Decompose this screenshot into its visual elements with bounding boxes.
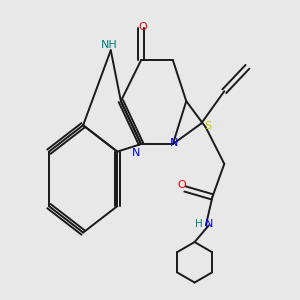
Text: N: N <box>205 219 213 229</box>
Text: H: H <box>196 219 203 229</box>
Text: N: N <box>131 148 140 158</box>
Text: NH: NH <box>101 40 118 50</box>
Text: O: O <box>138 22 147 32</box>
Text: N: N <box>170 138 178 148</box>
Text: O: O <box>177 180 186 190</box>
Text: S: S <box>204 121 211 131</box>
